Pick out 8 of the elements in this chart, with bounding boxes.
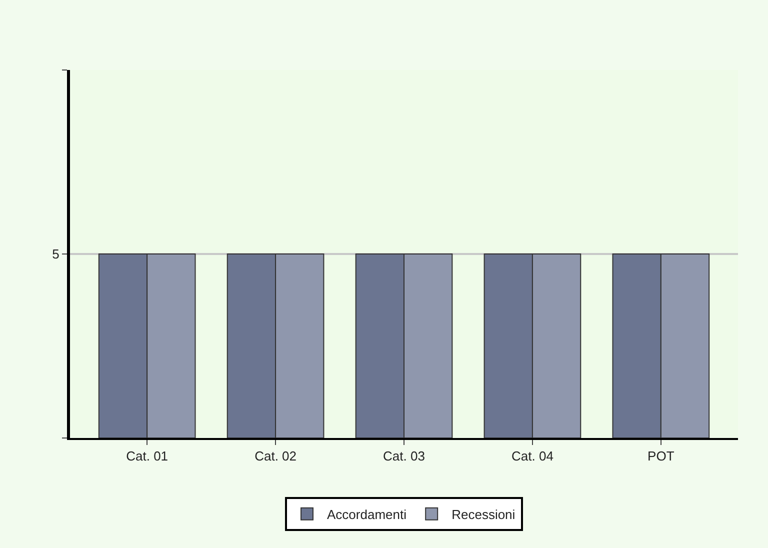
legend-label: Recessioni bbox=[452, 506, 516, 522]
y-tick-label: 5 bbox=[52, 246, 60, 262]
legend-label: Accordamenti bbox=[327, 506, 407, 522]
x-tick-label: Cat. 02 bbox=[254, 448, 296, 464]
x-tick-label: POT bbox=[648, 448, 674, 464]
x-tick-label: Cat. 03 bbox=[383, 448, 425, 464]
x-tick-label: Cat. 04 bbox=[512, 448, 554, 464]
x-tick-label: Cat. 01 bbox=[126, 448, 168, 464]
